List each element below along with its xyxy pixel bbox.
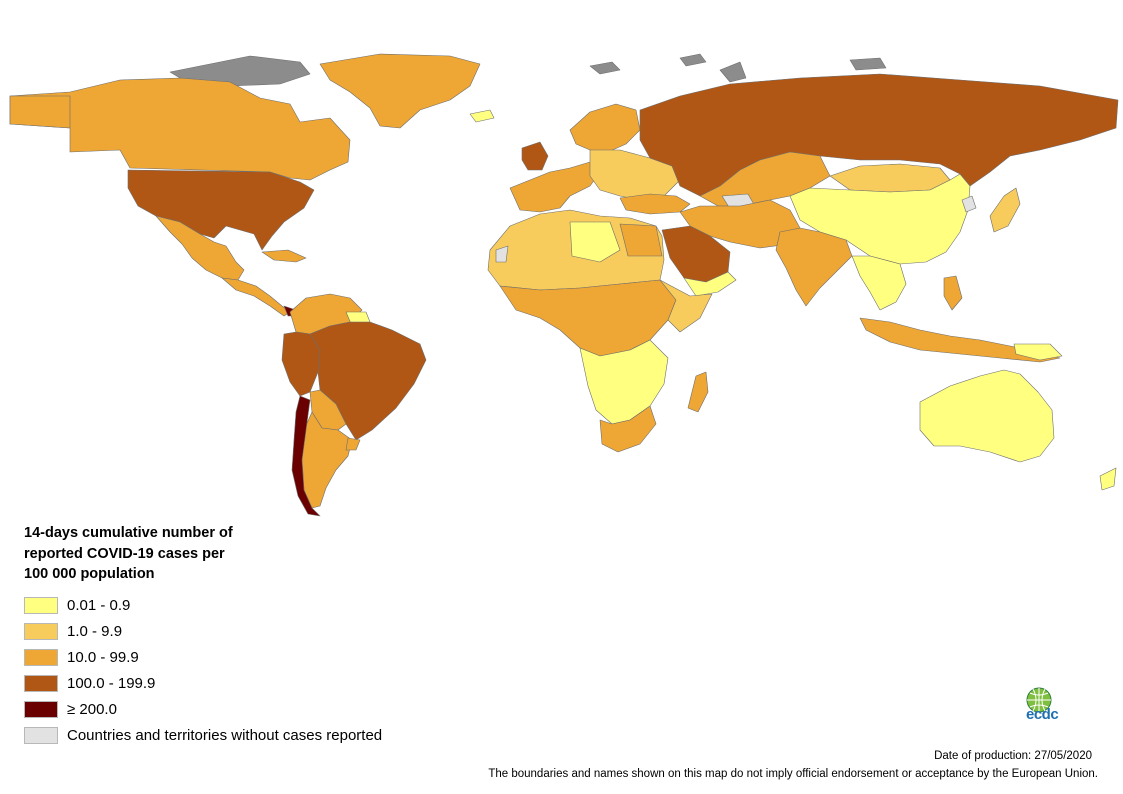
region-madagascar (687, 371, 709, 413)
legend-label: 100.0 - 199.9 (67, 675, 156, 692)
legend-label: ≥ 200.0 (67, 701, 117, 718)
region-siberian-islands (849, 57, 887, 71)
region-new-zealand (1099, 467, 1117, 491)
region-franz-josef (679, 53, 707, 67)
production-date: Date of production: 27/05/2020 (934, 750, 1092, 762)
map-legend: 14-days cumulative number of reported CO… (24, 523, 454, 749)
legend-swatch (24, 623, 58, 640)
region-western-europe (509, 161, 601, 213)
legend-label: 0.01 - 0.9 (67, 597, 131, 614)
region-japan (989, 187, 1021, 233)
region-canada (9, 77, 351, 181)
region-western-sahara (495, 245, 509, 263)
legend-title-line-2: reported COVID-19 cases per (24, 545, 225, 562)
region-philippines (943, 275, 963, 311)
legend-swatch (24, 675, 58, 692)
region-caribbean (261, 249, 307, 263)
region-southeast-asia (851, 255, 907, 311)
legend-item-3: 100.0 - 199.9 (24, 671, 454, 697)
region-south-africa (599, 405, 657, 453)
region-mexico (155, 215, 245, 281)
disclaimer: The boundaries and names shown on this m… (488, 768, 1098, 780)
legend-title-line-3: 100 000 population (24, 566, 155, 582)
region-usa (127, 169, 315, 251)
legend-label: 1.0 - 9.9 (67, 623, 123, 640)
ecdc-logo: ecdc (1022, 686, 1066, 738)
region-alaska (9, 95, 71, 129)
legend-swatch (24, 597, 58, 614)
region-peru (281, 331, 321, 397)
region-egypt (619, 223, 663, 257)
globe-icon (1026, 687, 1052, 713)
region-svalbard (589, 61, 621, 75)
region-central-america (221, 277, 291, 317)
region-chile (291, 395, 321, 517)
legend-swatch (24, 727, 58, 744)
legend-item-5: Countries and territories without cases … (24, 723, 454, 749)
legend-title-line-1: 14-days cumulative number of (24, 525, 233, 541)
region-papua (1013, 343, 1063, 361)
region-iceland (469, 109, 495, 123)
region-uruguay (345, 437, 361, 451)
legend-item-1: 1.0 - 9.9 (24, 619, 454, 645)
region-indonesia (859, 317, 1061, 363)
region-horn-of-africa (659, 279, 713, 333)
region-southern-africa (579, 339, 669, 425)
region-mongolia (829, 163, 951, 193)
legend-item-2: 10.0 - 99.9 (24, 645, 454, 671)
region-australia (919, 369, 1055, 463)
region-uk-ireland (521, 141, 549, 171)
legend-swatch (24, 649, 58, 666)
region-greenland (319, 53, 481, 129)
legend-label: Countries and territories without cases … (67, 727, 383, 744)
region-novaya-zemlya (719, 61, 747, 83)
legend-label: 10.0 - 99.9 (67, 649, 139, 666)
region-india (775, 227, 853, 307)
legend-item-0: 0.01 - 0.9 (24, 593, 454, 619)
region-brazil (309, 321, 427, 441)
region-north-korea (961, 195, 977, 213)
region-libya (569, 221, 621, 263)
region-scandinavia (569, 103, 641, 153)
legend-swatch (24, 701, 58, 718)
legend-item-4: ≥ 200.0 (24, 697, 454, 723)
legend-title: 14-days cumulative number of reported CO… (24, 523, 454, 585)
logo-text: ecdc (1026, 706, 1059, 723)
region-turkey (619, 193, 691, 215)
